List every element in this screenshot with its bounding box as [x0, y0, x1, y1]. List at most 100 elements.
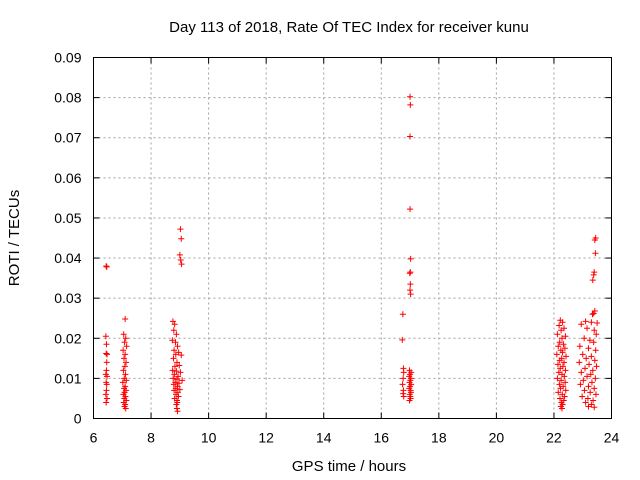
- data-point: [407, 281, 414, 288]
- data-point: [171, 321, 178, 328]
- data-point: [591, 385, 598, 392]
- x-tick-label: 12: [258, 430, 274, 446]
- data-point: [170, 381, 177, 388]
- data-point: [177, 369, 184, 376]
- data-point: [561, 393, 568, 400]
- data-point: [557, 385, 564, 392]
- data-point: [559, 405, 566, 412]
- data-point: [555, 343, 562, 350]
- data-point: [559, 335, 566, 342]
- data-point: [122, 405, 129, 412]
- x-tick-label: 8: [147, 430, 155, 446]
- data-point: [560, 341, 567, 348]
- data-point: [593, 331, 600, 338]
- data-point: [589, 277, 596, 284]
- data-point: [581, 335, 588, 342]
- data-point: [171, 387, 178, 394]
- x-tick-label: 14: [316, 430, 332, 446]
- data-point: [592, 250, 599, 257]
- data-point: [177, 226, 184, 233]
- data-point: [169, 367, 176, 374]
- x-axis-label: GPS time / hours: [292, 458, 406, 475]
- data-point: [556, 339, 563, 346]
- x-tick-label: 6: [90, 430, 98, 446]
- data-point: [399, 311, 406, 318]
- data-point: [103, 399, 110, 406]
- data-point: [594, 320, 601, 327]
- data-point: [589, 311, 596, 318]
- data-point: [171, 347, 178, 354]
- data-point: [176, 362, 183, 369]
- data-point: [561, 373, 568, 380]
- data-point: [173, 405, 180, 412]
- data-point: [585, 383, 592, 390]
- data-point: [559, 319, 566, 326]
- data-point: [591, 237, 598, 244]
- data-point: [122, 351, 129, 358]
- data-point: [121, 363, 128, 370]
- data-point: [590, 397, 597, 404]
- data-point: [407, 93, 414, 100]
- data-point: [102, 391, 109, 398]
- data-point: [121, 339, 128, 346]
- data-point: [592, 375, 599, 382]
- y-tick-label: 0.09: [54, 50, 81, 66]
- data-point: [406, 397, 413, 404]
- data-point: [556, 357, 563, 364]
- data-point: [103, 350, 110, 357]
- data-point: [591, 357, 598, 364]
- data-point: [585, 403, 592, 410]
- data-point: [406, 270, 413, 277]
- data-point: [123, 359, 130, 366]
- data-point: [175, 393, 182, 400]
- data-point: [561, 359, 568, 366]
- y-tick-label: 0.05: [54, 210, 81, 226]
- data-point: [123, 377, 130, 384]
- data-point: [121, 355, 128, 362]
- data-point: [592, 391, 599, 398]
- axis-ticks: 6 8 10 12 14 16 18 20 22 24 0 0.01 0.02 0.03 0.04 0.05 0…: [54, 50, 619, 446]
- data-point: [588, 353, 595, 360]
- data-point: [591, 327, 598, 334]
- x-tick-label: 16: [373, 430, 389, 446]
- data-point: [554, 361, 561, 368]
- data-point: [178, 352, 185, 359]
- grid-lines: [93, 57, 612, 419]
- data-point: [399, 381, 406, 388]
- y-tick-label: 0.06: [54, 170, 81, 186]
- data-point: [557, 365, 564, 372]
- data-point: [583, 355, 590, 362]
- data-point: [400, 393, 407, 400]
- data-point: [407, 291, 414, 298]
- data-point: [172, 339, 179, 346]
- data-point: [586, 337, 593, 344]
- data-point: [178, 261, 185, 268]
- data-point: [104, 373, 111, 380]
- data-point: [176, 251, 183, 258]
- data-point: [103, 381, 110, 388]
- data-point: [173, 376, 180, 383]
- data-point: [587, 389, 594, 396]
- data-point: [585, 345, 592, 352]
- data-point: [103, 387, 110, 394]
- y-tick-label: 0.03: [54, 290, 81, 306]
- y-tick-label: 0.01: [54, 370, 81, 386]
- data-point: [582, 365, 589, 372]
- data-point: [103, 341, 110, 348]
- data-point: [554, 331, 561, 338]
- data-point: [556, 395, 563, 402]
- data-point: [123, 343, 130, 350]
- data-point: [120, 367, 127, 374]
- data-point: [590, 271, 597, 278]
- data-point: [407, 255, 414, 262]
- data-point: [178, 235, 185, 242]
- data-point: [588, 379, 595, 386]
- x-tick-label: 22: [546, 430, 562, 446]
- data-point: [173, 401, 180, 408]
- data-point: [584, 325, 591, 332]
- y-tick-label: 0.08: [54, 90, 81, 106]
- data-point: [407, 269, 414, 276]
- data-point: [173, 331, 180, 338]
- data-point: [175, 380, 182, 387]
